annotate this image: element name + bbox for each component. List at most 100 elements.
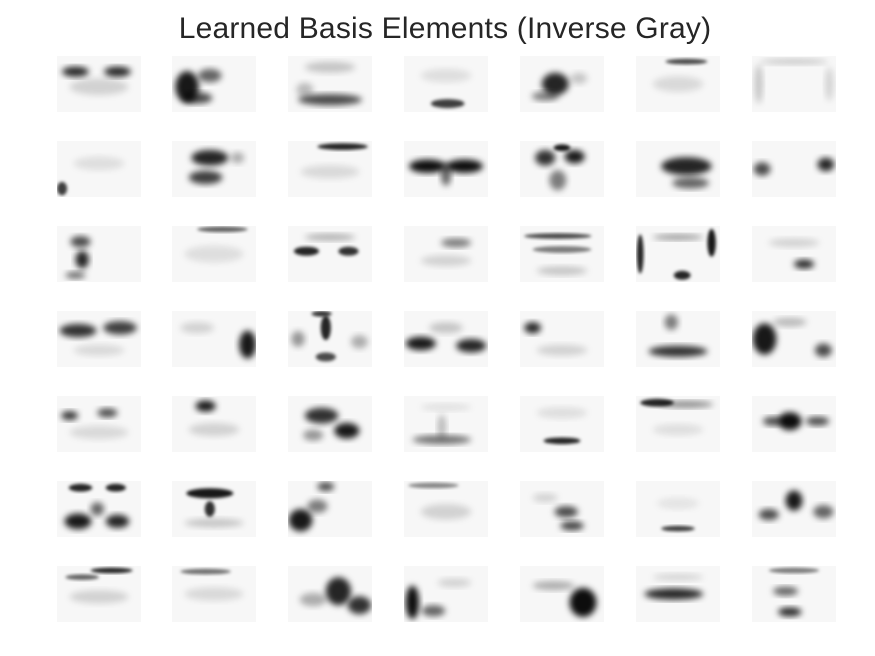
- basis-tile: [288, 481, 372, 537]
- basis-tile: [172, 566, 256, 622]
- tile-stroke: [805, 416, 830, 426]
- tile-stroke: [440, 238, 472, 248]
- tile-stroke: [75, 250, 89, 269]
- tile-stroke: [338, 246, 359, 256]
- tile-stroke: [180, 568, 231, 575]
- basis-tile: [520, 141, 604, 197]
- tile-stroke: [661, 157, 712, 176]
- tile-stroke: [636, 234, 644, 274]
- basis-tile: [404, 226, 488, 282]
- tile-stroke: [65, 574, 99, 580]
- basis-tile: [57, 226, 141, 282]
- tile-stroke: [61, 411, 78, 421]
- tile-stroke: [90, 567, 133, 574]
- basis-tile: [57, 141, 141, 197]
- basis-tile: [752, 481, 836, 537]
- tile-stroke: [105, 514, 130, 529]
- tile-stroke: [753, 162, 771, 176]
- tile-stroke: [184, 245, 244, 263]
- tile-stroke: [195, 400, 216, 412]
- tile-stroke: [105, 483, 126, 492]
- tile-stroke: [524, 322, 541, 334]
- tile-stroke: [73, 156, 125, 171]
- tile-stroke: [661, 525, 695, 532]
- tile-stroke: [659, 401, 714, 408]
- basis-tile: [752, 226, 836, 282]
- tile-stroke: [524, 233, 592, 239]
- tile-stroke: [549, 170, 567, 191]
- tile-stroke: [652, 234, 704, 240]
- tile-stroke: [293, 246, 320, 256]
- tile-stroke: [664, 314, 679, 331]
- tile-stroke: [813, 505, 834, 519]
- tile-stroke: [773, 317, 807, 327]
- tile-stroke: [570, 72, 588, 84]
- basis-tile: [172, 396, 256, 452]
- tile-stroke: [334, 422, 360, 439]
- tile-stroke: [437, 578, 472, 588]
- tile-stroke: [815, 343, 832, 357]
- tile-stroke: [652, 76, 704, 92]
- tile-stroke: [405, 336, 436, 351]
- tile-stroke: [652, 573, 704, 581]
- tile-stroke: [198, 68, 222, 83]
- tile-stroke: [180, 322, 214, 334]
- basis-tile: [288, 141, 372, 197]
- tile-stroke: [182, 92, 213, 104]
- basis-tile: [57, 566, 141, 622]
- tile-stroke: [408, 482, 459, 489]
- basis-tile: [752, 56, 836, 112]
- tile-stroke: [440, 163, 452, 186]
- basis-tile: [172, 56, 256, 112]
- basis-tile: [404, 56, 488, 112]
- tile-stroke: [543, 437, 581, 445]
- tile-stroke: [569, 587, 597, 617]
- basis-tile: [636, 481, 720, 537]
- basis-tile: [404, 396, 488, 452]
- tile-stroke: [778, 412, 802, 431]
- basis-tile: [636, 56, 720, 112]
- basis-tile: [520, 566, 604, 622]
- tile-stroke: [303, 429, 324, 441]
- tile-stroke: [62, 66, 89, 77]
- tile-stroke: [446, 159, 483, 173]
- tile-stroke: [412, 435, 472, 445]
- tile-stroke: [564, 149, 585, 164]
- basis-tile: [752, 566, 836, 622]
- tile-stroke: [762, 416, 784, 426]
- tile-stroke: [296, 82, 314, 97]
- tile-stroke: [420, 403, 472, 411]
- tile-stroke: [430, 99, 465, 109]
- tile-stroke: [315, 352, 336, 362]
- tile-stroke: [69, 425, 129, 440]
- tile-stroke: [103, 321, 137, 335]
- tile-stroke: [351, 335, 368, 349]
- tile-stroke: [794, 259, 815, 269]
- tile-stroke: [825, 67, 834, 101]
- tile-stroke: [59, 323, 97, 338]
- tile-stroke: [752, 323, 777, 355]
- basis-tile: [636, 566, 720, 622]
- basis-tile: [404, 481, 488, 537]
- basis-tile: [520, 226, 604, 282]
- basis-tile: [288, 396, 372, 452]
- tile-stroke: [70, 236, 91, 248]
- tile-stroke: [532, 493, 558, 503]
- tile-stroke: [97, 408, 118, 418]
- basis-tile: [636, 226, 720, 282]
- basis-tile: [520, 311, 604, 367]
- tile-stroke: [65, 271, 86, 279]
- tile-stroke: [536, 266, 588, 276]
- tile-stroke: [785, 490, 803, 511]
- basis-tile: [636, 396, 720, 452]
- tile-stroke: [73, 344, 125, 356]
- tile-stroke: [311, 311, 332, 317]
- tile-stroke: [191, 149, 229, 166]
- tile-stroke: [648, 345, 708, 357]
- tile-stroke: [347, 596, 372, 615]
- tile-stroke: [304, 407, 339, 424]
- basis-tile: [636, 311, 720, 367]
- tile-stroke: [239, 330, 256, 359]
